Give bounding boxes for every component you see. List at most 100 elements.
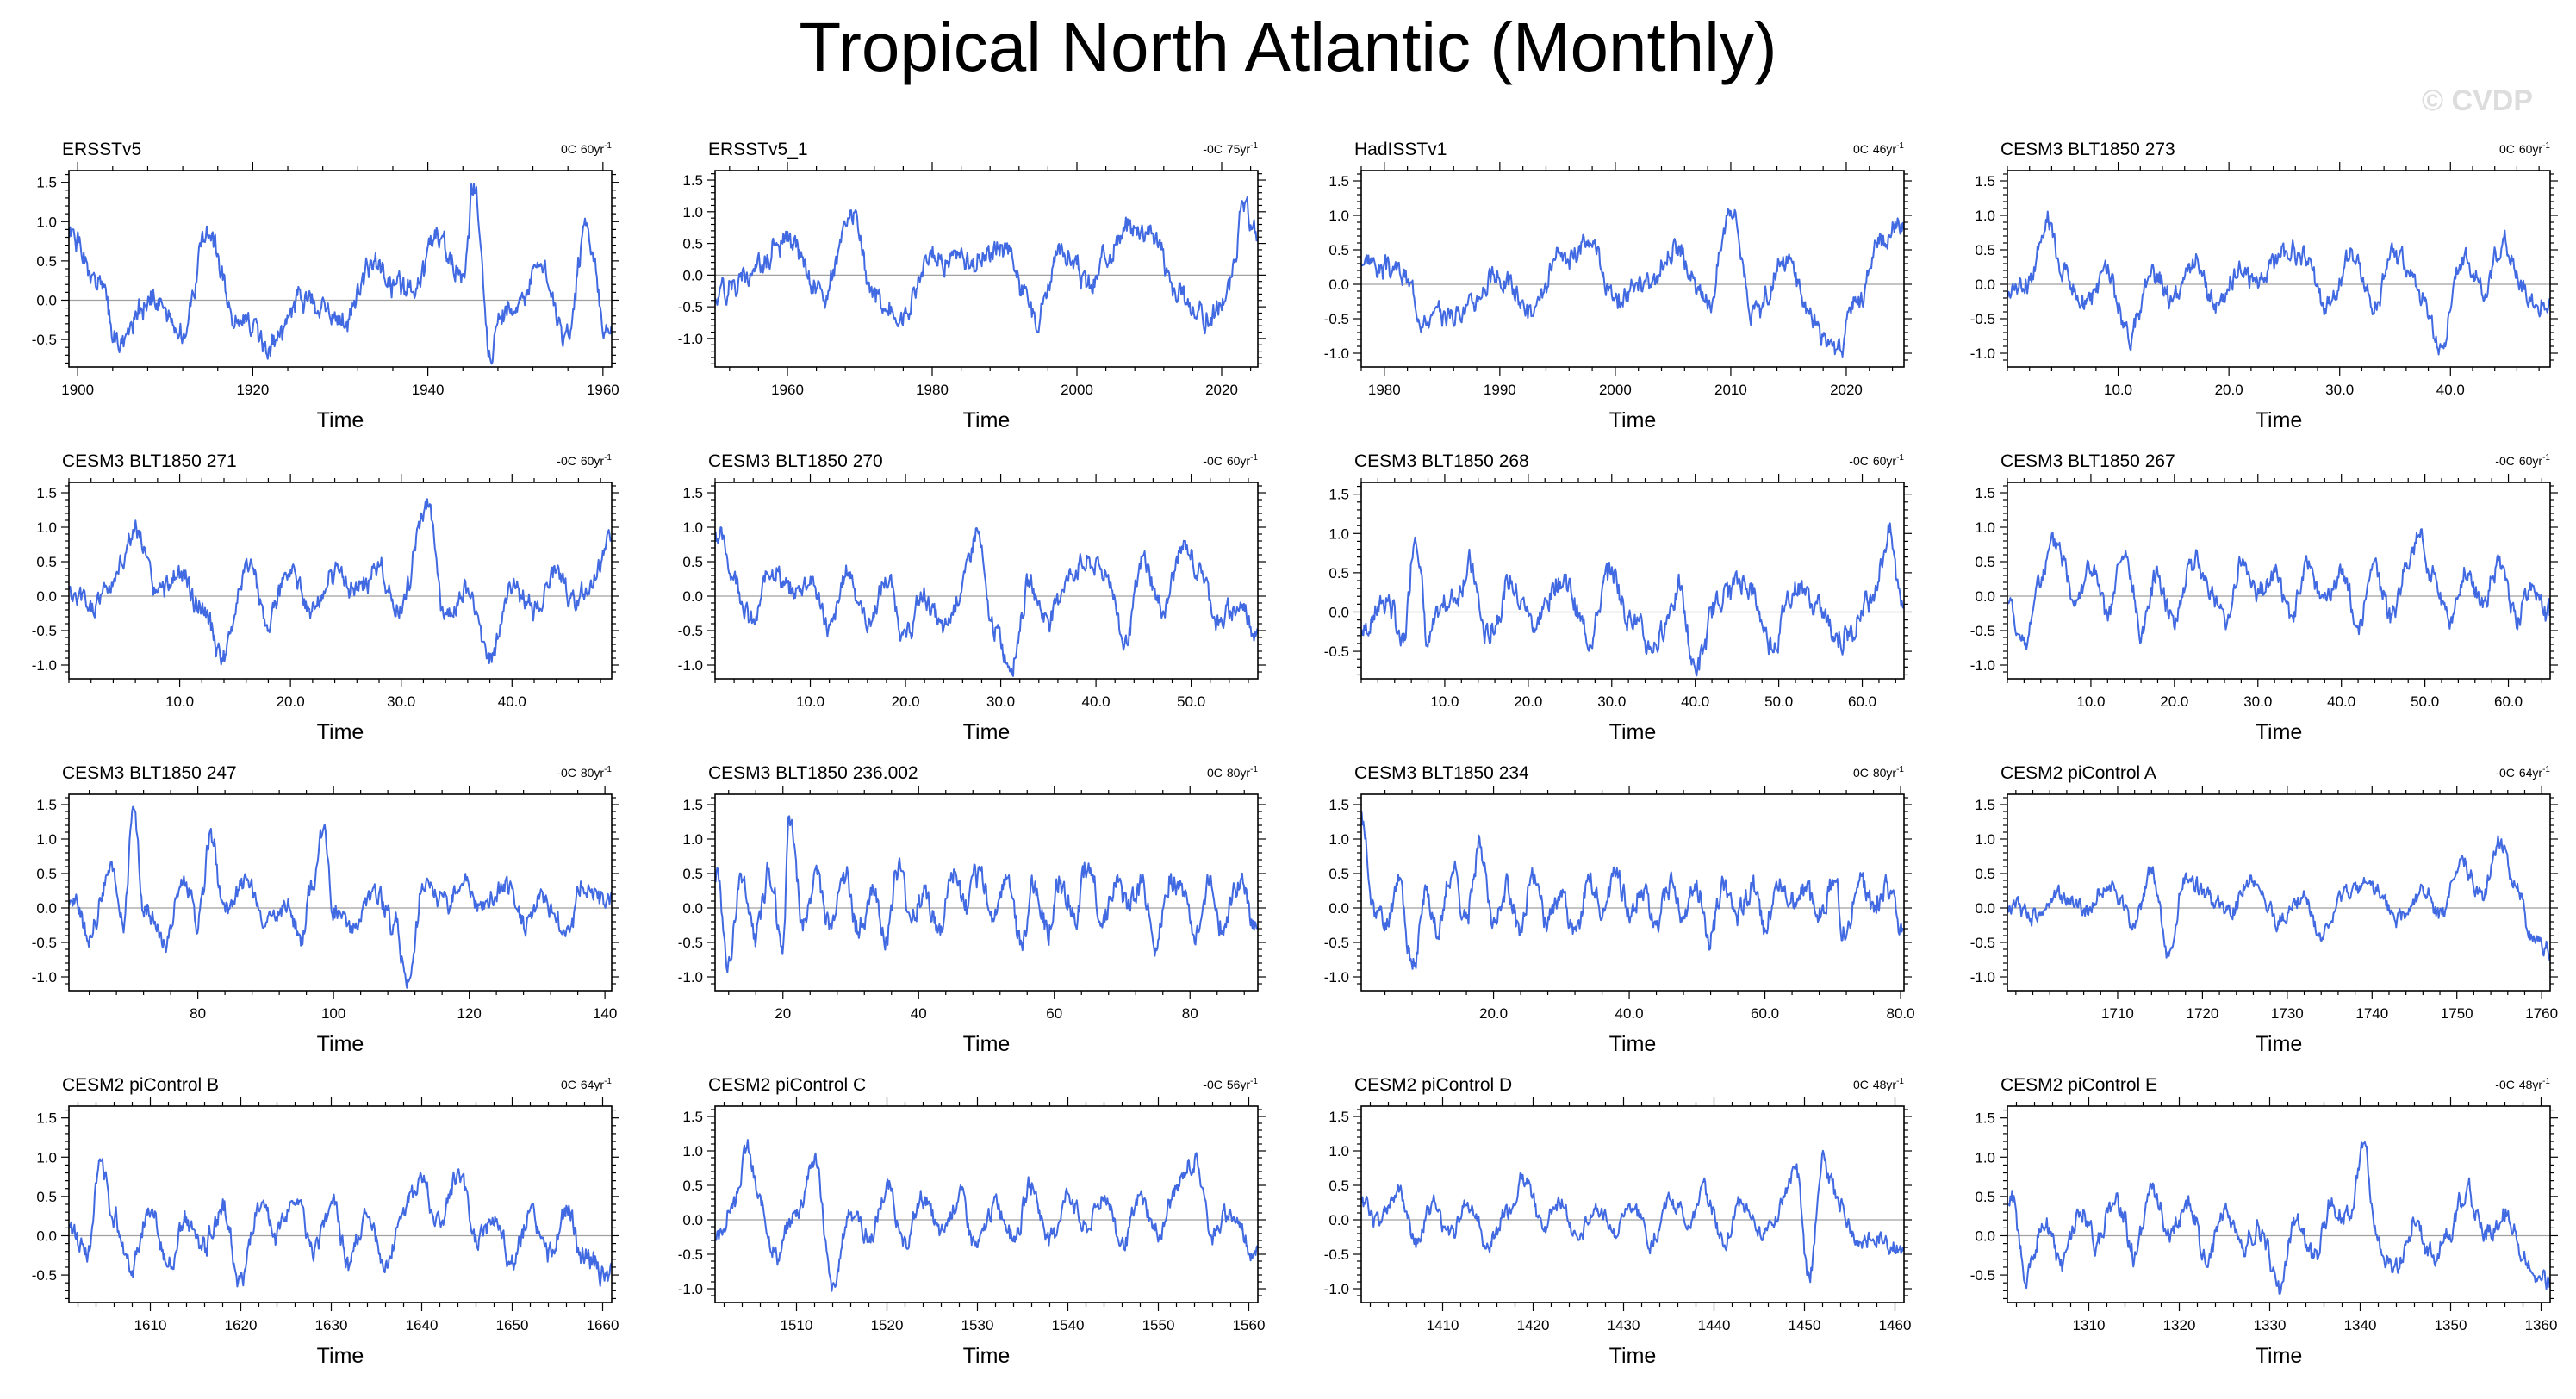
y-tick-label: 0.5 [682, 236, 703, 252]
trend-label: 0C 60yr-1 [561, 141, 612, 156]
x-tick-label: 60.0 [1751, 1005, 1779, 1022]
x-tick-label: 1330 [2254, 1317, 2287, 1334]
y-tick-label: 0.0 [1975, 277, 1995, 293]
x-tick-label: 1960 [771, 382, 804, 398]
y-tick-label: 1.0 [36, 1149, 57, 1166]
x-tick-label: 2020 [1830, 382, 1863, 398]
y-tick-label: 1.5 [1975, 173, 1995, 190]
y-tick-label: 1.5 [1975, 1110, 1995, 1127]
x-tick-label: 20.0 [2160, 693, 2188, 710]
y-tick-label: -0.5 [1970, 1267, 1995, 1284]
y-tick-label: -0.5 [1324, 644, 1349, 660]
x-tick-label: 1520 [871, 1317, 904, 1334]
trend-exponent: -1 [1250, 765, 1258, 774]
plot-frame [1360, 482, 1905, 680]
y-tick-label: 0.0 [682, 588, 703, 605]
y-tick-label: 0.5 [682, 554, 703, 570]
trend-period: 60yr [2519, 142, 2543, 156]
chart-panel: CESM2 piControl B 0C 64yr-1 -0.5 0.0 0.5 1.0 1.… [32, 1075, 619, 1368]
x-axis-label: Time [963, 408, 1011, 432]
trend-value: 0C [1853, 142, 1869, 156]
trend-value: -0C [1203, 142, 1223, 156]
x-tick-label: 30.0 [2243, 693, 2272, 710]
y-tick-label: 1.0 [36, 214, 57, 230]
x-tick-label: 40.0 [498, 693, 526, 710]
x-tick-label: 20.0 [1514, 693, 1542, 710]
trend-label: -0C 75yr-1 [1203, 141, 1258, 156]
x-tick-label: 10.0 [2076, 693, 2105, 710]
panel-title: CESM2 piControl B [62, 1075, 219, 1095]
chart-panel: CESM2 piControl E -0C 48yr-1 -0.5 0.0 0.5 1.0 1… [1970, 1075, 2558, 1368]
x-axis-label: Time [963, 720, 1011, 744]
x-tick-label: 1720 [2186, 1005, 2218, 1022]
x-tick-label: 140 [593, 1005, 617, 1022]
x-tick-label: 80.0 [1887, 1005, 1915, 1022]
x-tick-label: 50.0 [1764, 693, 1793, 710]
trend-exponent: -1 [2542, 765, 2550, 774]
x-axis-label: Time [317, 720, 364, 744]
panel-title: CESM2 piControl D [1354, 1075, 1512, 1095]
trend-exponent: -1 [604, 141, 612, 151]
plot-frame [68, 170, 613, 368]
trend-value: 0C [2499, 142, 2515, 156]
trend-value: 0C [561, 1078, 576, 1091]
y-tick-label: -0.5 [678, 623, 703, 639]
trend-value: -0C [2495, 766, 2515, 780]
y-tick-label: 1.0 [1975, 208, 1995, 224]
x-axis-label: Time [2256, 1032, 2303, 1056]
x-tick-label: 1320 [2163, 1317, 2196, 1334]
y-tick-label: 1.5 [682, 1109, 703, 1125]
y-tick-label: 0.0 [1328, 277, 1349, 293]
y-tick-label: 1.0 [682, 519, 703, 536]
x-tick-label: 40.0 [1681, 693, 1709, 710]
trend-label: 0C 80yr-1 [1853, 765, 1904, 780]
panel-title: CESM3 BLT1850 236.002 [708, 763, 918, 783]
series-line [2007, 835, 2551, 961]
chart-panel: CESM2 piControl C -0C 56yr-1 -1.0 -0.5 0.0 0.5… [678, 1075, 1266, 1368]
x-tick-label: 1610 [134, 1317, 167, 1334]
y-tick-label: 1.5 [36, 1110, 57, 1127]
y-tick-label: 0.5 [36, 866, 57, 882]
y-tick-label: 1.0 [682, 1143, 703, 1160]
y-tick-label: 1.5 [1328, 487, 1349, 503]
x-tick-label: 40.0 [2436, 382, 2465, 398]
trend-exponent: -1 [1896, 1077, 1904, 1086]
x-tick-label: 1650 [496, 1317, 529, 1334]
trend-period: 80yr [1873, 766, 1897, 780]
y-tick-label: 0.5 [1328, 565, 1349, 581]
x-tick-label: 20.0 [1479, 1005, 1508, 1022]
plot-frame [1360, 793, 1905, 992]
trend-exponent: -1 [2542, 141, 2550, 151]
trend-value: -0C [1203, 454, 1223, 468]
x-tick-label: 1550 [1142, 1317, 1175, 1334]
chart-panel: CESM2 piControl D 0C 48yr-1 -1.0 -0.5 0.0 0.5 1… [1324, 1075, 1912, 1368]
chart-panel: HadISSTv1 0C 46yr-1 -1.0 -0.5 0.0 0.5 1.0 1.5 198… [1324, 140, 1912, 432]
series-line [2007, 210, 2551, 356]
y-tick-label: -0.5 [32, 935, 57, 951]
y-tick-label: 1.0 [682, 831, 703, 848]
trend-period: 80yr [581, 766, 605, 780]
x-axis-label: Time [2256, 1344, 2303, 1368]
chart-panel: ERSSTv5 0C 60yr-1 -0.5 0.0 0.5 1.0 1.5 1900 1920 1… [32, 140, 619, 432]
x-axis-label: Time [1609, 1344, 1657, 1368]
trend-label: -0C 60yr-1 [1849, 453, 1904, 468]
x-tick-label: 2010 [1714, 382, 1747, 398]
trend-label: -0C 60yr-1 [557, 453, 612, 468]
series-line [1360, 522, 1905, 677]
x-axis-label: Time [317, 408, 364, 432]
x-tick-label: 1360 [2525, 1317, 2558, 1334]
trend-period: 75yr [1227, 142, 1251, 156]
y-tick-label: -1.0 [1970, 969, 1995, 986]
y-tick-label: 1.5 [1328, 797, 1349, 813]
trend-value: 0C [1853, 1078, 1869, 1091]
trend-exponent: -1 [604, 453, 612, 463]
x-tick-label: 30.0 [986, 693, 1015, 710]
panel-title: CESM2 piControl E [2000, 1075, 2157, 1095]
x-tick-label: 1740 [2355, 1005, 2388, 1022]
x-tick-label: 1730 [2271, 1005, 2304, 1022]
y-tick-label: 0.5 [36, 1189, 57, 1205]
y-tick-label: -0.5 [1970, 311, 1995, 327]
trend-exponent: -1 [2542, 1077, 2550, 1086]
y-tick-label: 0.0 [682, 267, 703, 283]
